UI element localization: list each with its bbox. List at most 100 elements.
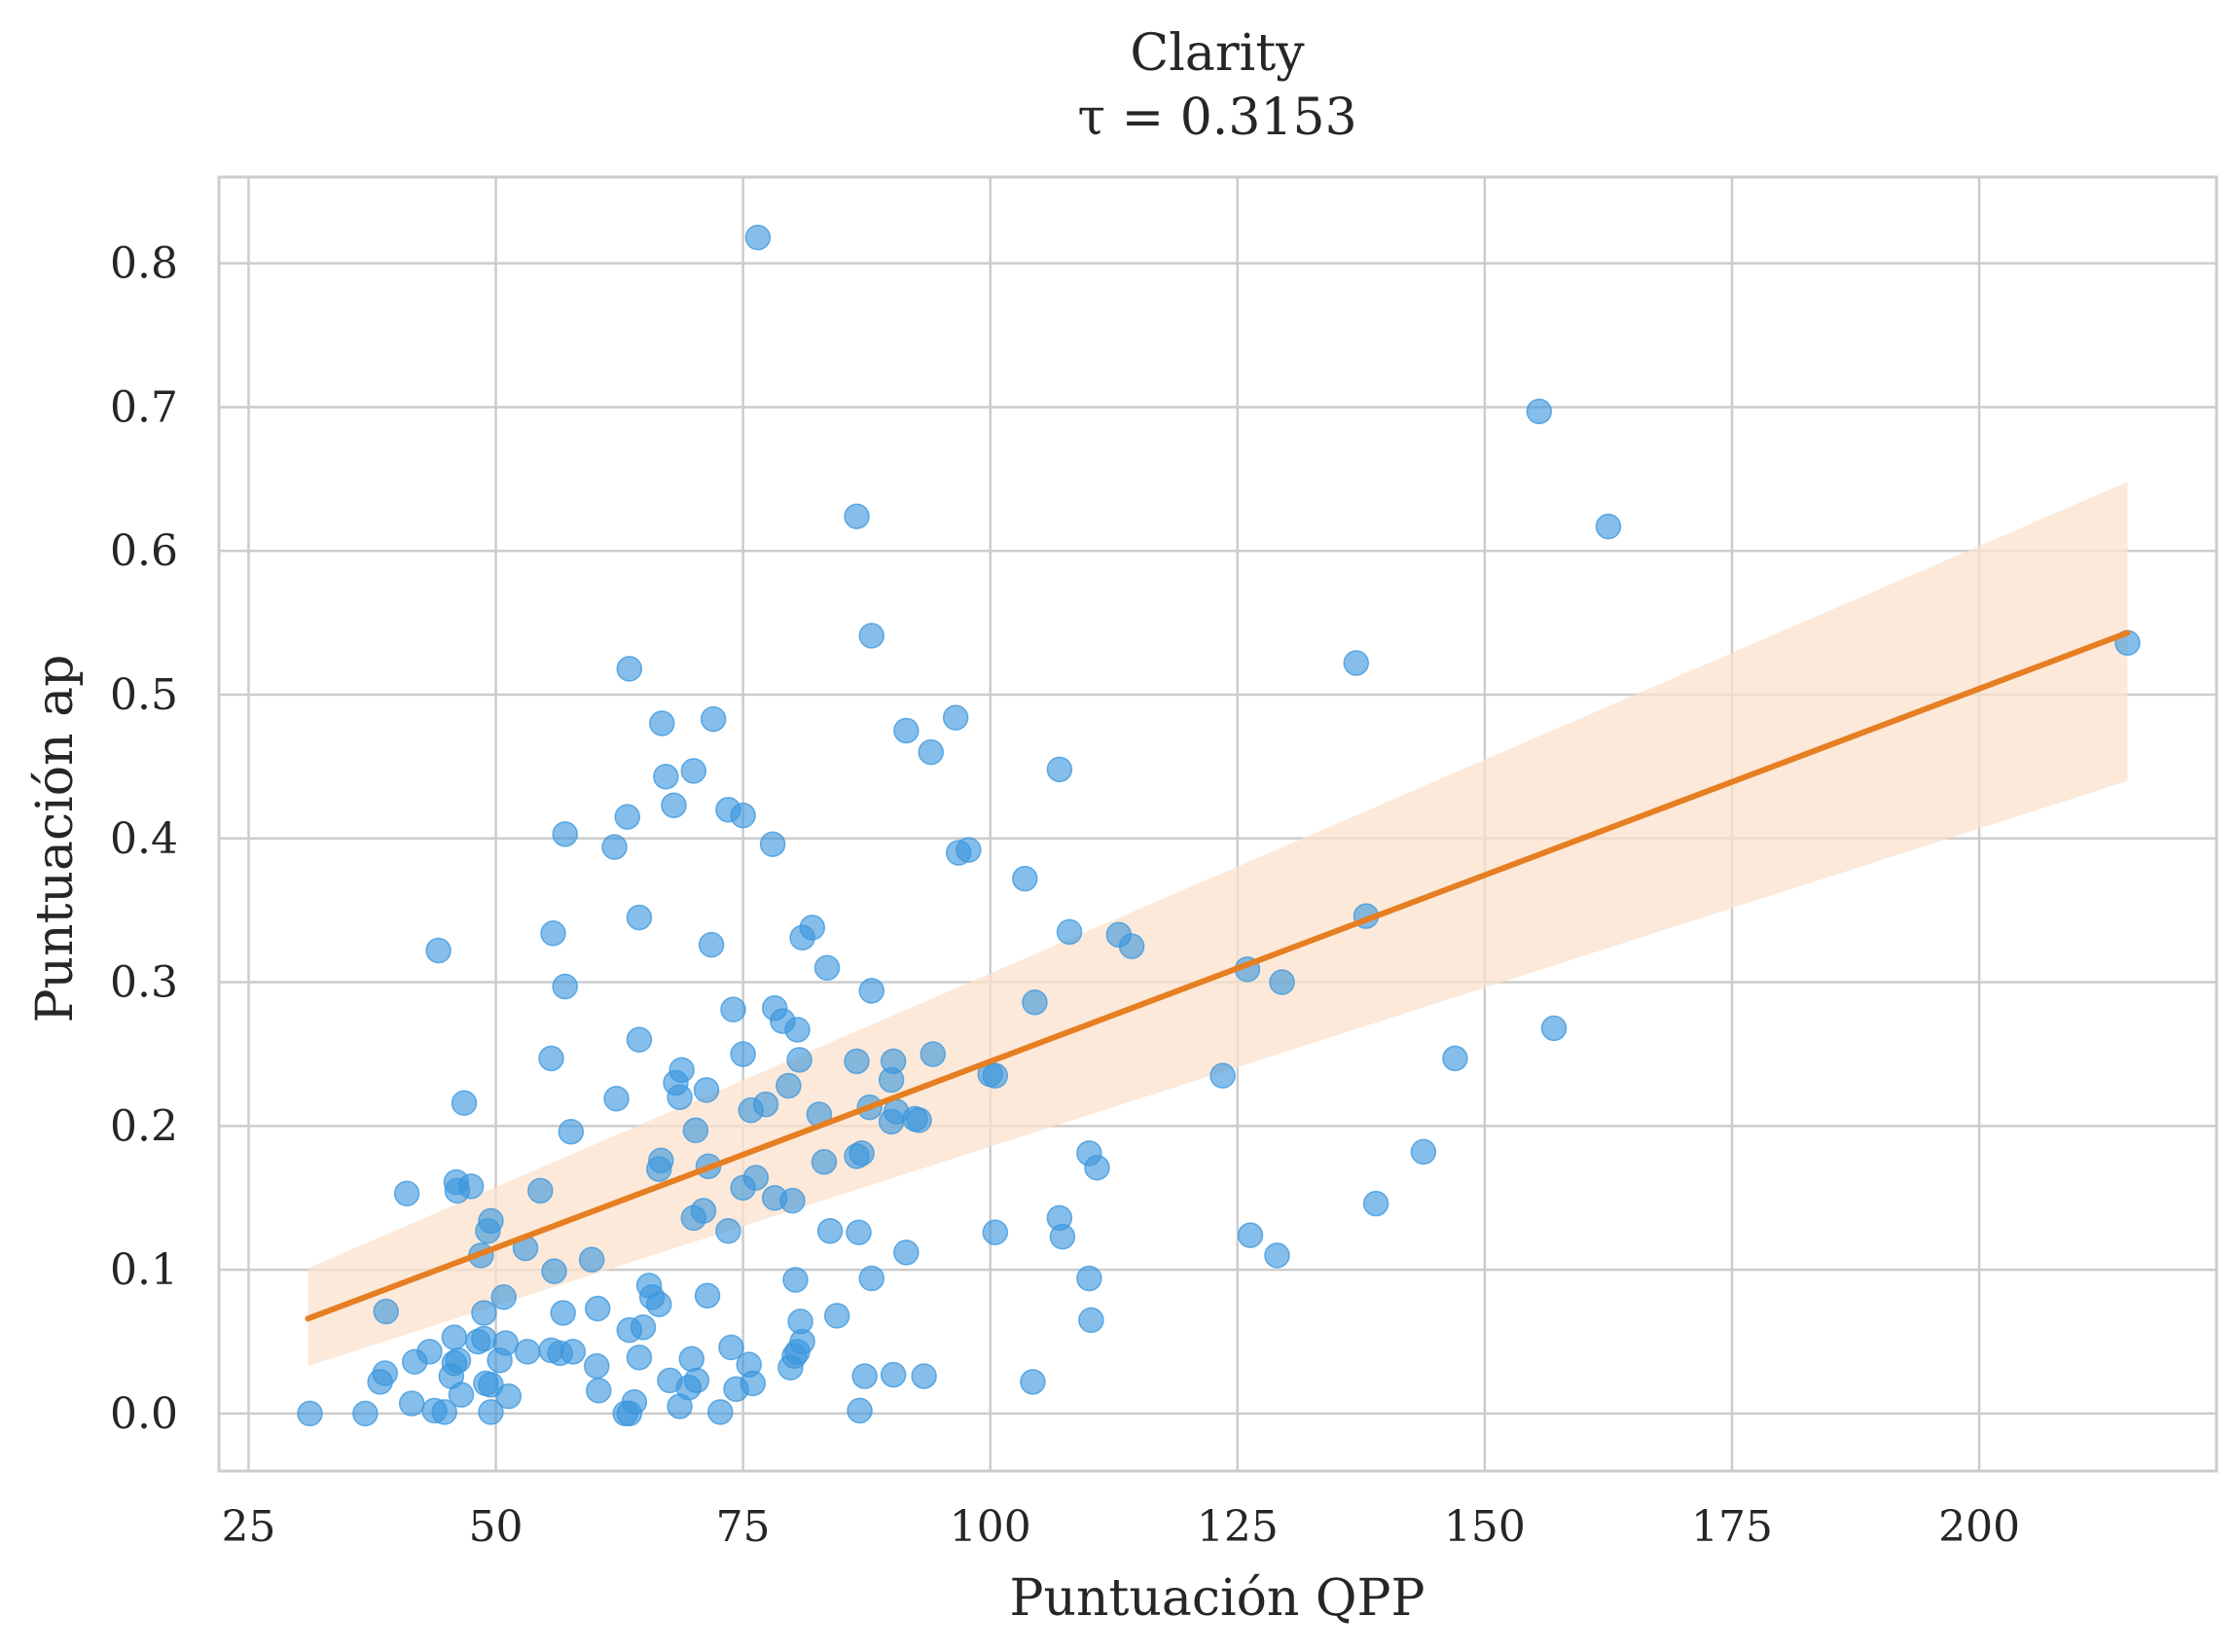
data-point (1269, 969, 1295, 995)
data-point (982, 1219, 1009, 1245)
data-point (1046, 756, 1073, 783)
data-point (626, 904, 653, 931)
data-points (297, 224, 2141, 1427)
data-point (847, 1397, 873, 1424)
data-point (878, 1108, 905, 1135)
data-point (720, 996, 746, 1023)
data-point (649, 710, 675, 736)
data-point (1078, 1307, 1104, 1334)
chart-title: Clarity (1130, 24, 1305, 83)
data-point (1049, 1223, 1076, 1250)
data-point (858, 1265, 885, 1292)
x-tick-label: 175 (1691, 1502, 1773, 1552)
data-point (626, 1026, 653, 1053)
data-point (723, 1376, 749, 1403)
data-point (779, 1187, 806, 1214)
data-point (614, 804, 640, 830)
data-point (1084, 1154, 1110, 1181)
plot-frame (217, 175, 2218, 1473)
data-point (920, 1041, 947, 1067)
regression-line (305, 629, 2131, 1322)
data-point (373, 1298, 400, 1325)
data-point (616, 1316, 643, 1344)
data-point (738, 1096, 765, 1124)
data-point (759, 831, 786, 857)
data-point (667, 1084, 693, 1111)
data-point (744, 224, 772, 251)
x-axis-label: Puntuación QPP (1009, 1569, 1425, 1628)
data-point (538, 1045, 564, 1072)
data-point (552, 973, 578, 1000)
data-point (730, 1174, 756, 1202)
data-point (558, 1118, 585, 1145)
data-point (858, 623, 885, 649)
data-point (616, 656, 643, 682)
data-point (552, 821, 578, 847)
data-point (811, 1149, 838, 1175)
x-tick-label: 125 (1197, 1502, 1279, 1552)
data-point (550, 1300, 576, 1326)
data-point (583, 1352, 610, 1380)
data-point (559, 1339, 587, 1365)
data-point (851, 1363, 878, 1389)
data-point (782, 1267, 809, 1293)
data-point (667, 1393, 693, 1419)
y-tick-label: 0.8 (110, 239, 178, 289)
x-tick-label: 25 (221, 1502, 275, 1552)
data-point (585, 1295, 611, 1322)
data-point (844, 1048, 870, 1075)
data-point (858, 978, 885, 1004)
data-point (1076, 1265, 1102, 1292)
x-tick-label: 75 (716, 1502, 771, 1552)
data-point (1237, 1222, 1264, 1248)
data-point (707, 1399, 734, 1425)
data-point (646, 1156, 672, 1182)
y-tick-label: 0.4 (110, 814, 178, 864)
data-point (1020, 1369, 1046, 1395)
data-point (682, 1117, 709, 1144)
data-point (441, 1324, 468, 1350)
data-point (514, 1339, 541, 1365)
data-point (789, 924, 815, 951)
data-point (816, 1217, 844, 1244)
data-point (1410, 1138, 1437, 1166)
data-point (653, 763, 679, 790)
data-point (541, 1258, 567, 1284)
data-point (586, 1377, 612, 1404)
y-axis-label: Puntuación ap (26, 655, 85, 1024)
data-point (678, 1346, 705, 1372)
data-point (495, 1383, 523, 1410)
data-point (475, 1217, 501, 1244)
data-point (451, 1090, 478, 1116)
data-point (880, 1361, 907, 1388)
confidence-band (307, 482, 2128, 1367)
data-point (578, 1246, 605, 1274)
data-point (906, 1107, 932, 1133)
data-point (777, 1354, 804, 1381)
data-point (603, 1086, 630, 1112)
y-tick-label: 0.5 (110, 670, 178, 720)
data-point (1118, 933, 1145, 959)
data-point (846, 1219, 872, 1245)
x-tick-label: 200 (1938, 1502, 2020, 1552)
data-point (444, 1177, 471, 1204)
data-point (715, 1217, 741, 1244)
data-point (893, 717, 920, 744)
data-point (487, 1347, 513, 1374)
data-point (1442, 1045, 1468, 1072)
data-point (844, 503, 870, 530)
data-point (398, 1390, 425, 1417)
data-point (1343, 650, 1370, 676)
data-point (694, 1282, 721, 1309)
data-point (367, 1369, 393, 1395)
data-point (297, 1400, 323, 1427)
data-point (956, 837, 982, 863)
data-point (1012, 865, 1038, 892)
data-point (730, 1041, 756, 1067)
data-point (1362, 1190, 1389, 1217)
data-point (786, 1047, 812, 1073)
data-point (616, 1400, 643, 1427)
data-point (680, 758, 707, 784)
data-point (1209, 1062, 1236, 1089)
